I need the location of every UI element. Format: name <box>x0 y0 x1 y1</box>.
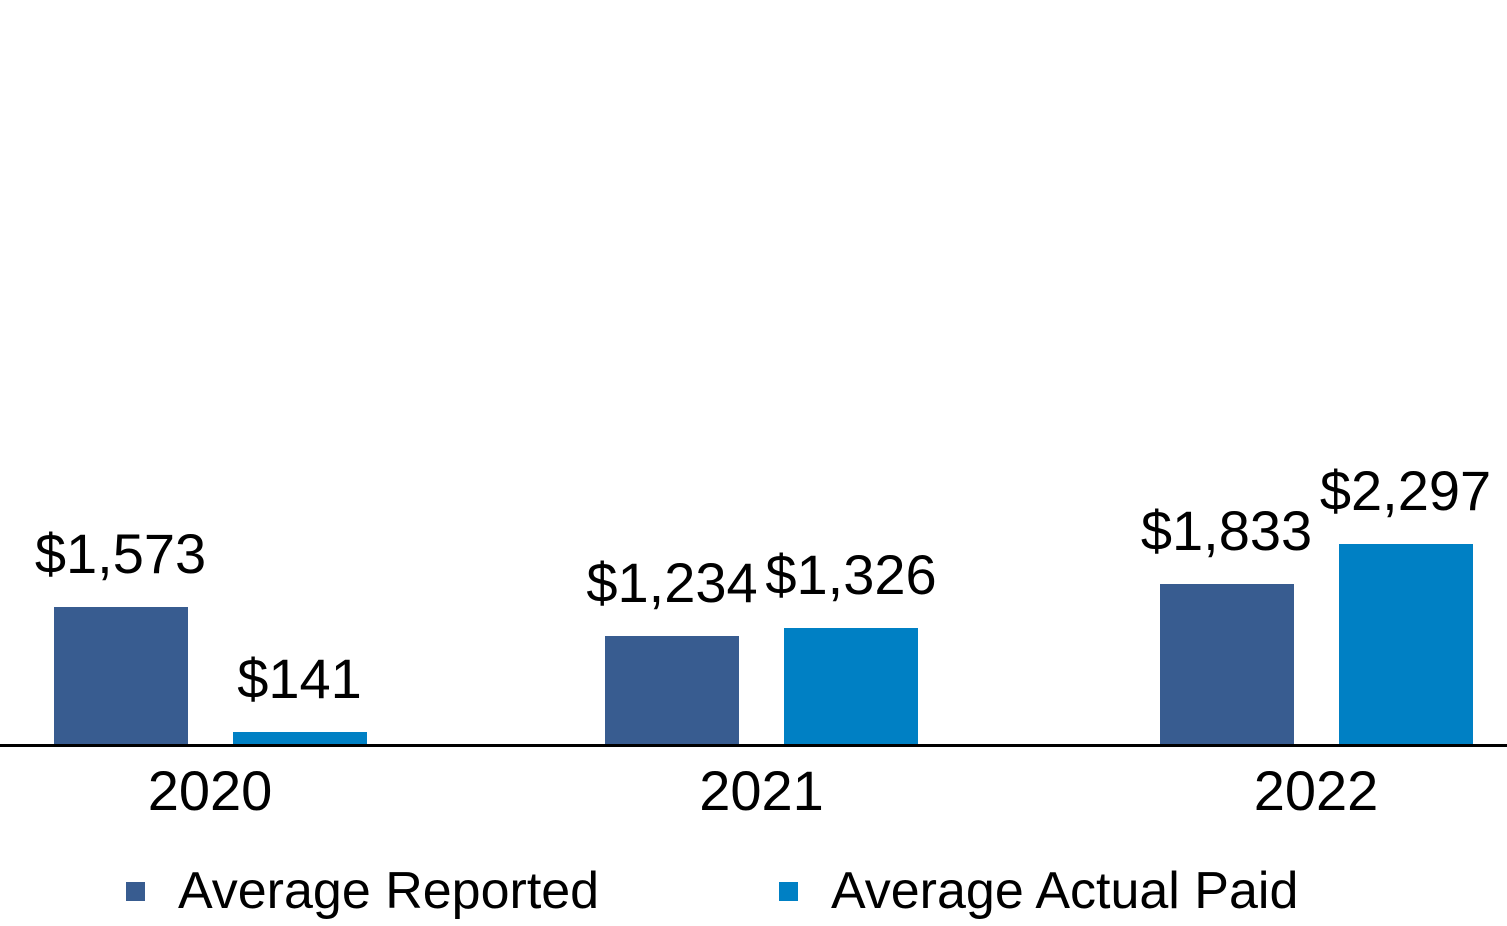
data-label-2020-average-reported: $1,573 <box>34 521 207 585</box>
legend-label-average-actual-paid: Average Actual Paid <box>831 861 1299 920</box>
data-label-2022-average-reported: $1,833 <box>1140 498 1313 562</box>
bar-2020-average-reported <box>53 607 188 744</box>
bar-2021-average-reported <box>605 636 739 744</box>
x-axis-line <box>0 744 1507 747</box>
legend-swatch-average-reported-icon <box>126 881 145 901</box>
x-tick-2021: 2021 <box>699 759 824 822</box>
bar-2022-average-reported <box>1159 584 1294 744</box>
legend: Average Reported Average Actual Paid <box>0 856 1507 926</box>
legend-item-average-actual-paid: Average Actual Paid <box>779 856 1298 926</box>
bar-2020-average-actual-paid <box>232 732 367 744</box>
x-tick-2022: 2022 <box>1253 759 1379 822</box>
bar-2021-average-actual-paid <box>784 628 918 744</box>
bar-2022-average-actual-paid <box>1338 544 1473 744</box>
legend-label-average-reported: Average Reported <box>178 861 600 920</box>
data-label-2020-average-actual-paid: $141 <box>237 646 362 710</box>
data-label-2021-average-reported: $1,234 <box>586 550 758 614</box>
x-tick-2020: 2020 <box>147 759 273 822</box>
data-label-2021-average-actual-paid: $1,326 <box>765 542 937 606</box>
legend-swatch-average-actual-paid-icon <box>779 881 798 901</box>
legend-item-average-reported: Average Reported <box>126 856 599 926</box>
data-label-2022-average-actual-paid: $2,297 <box>1319 458 1492 522</box>
